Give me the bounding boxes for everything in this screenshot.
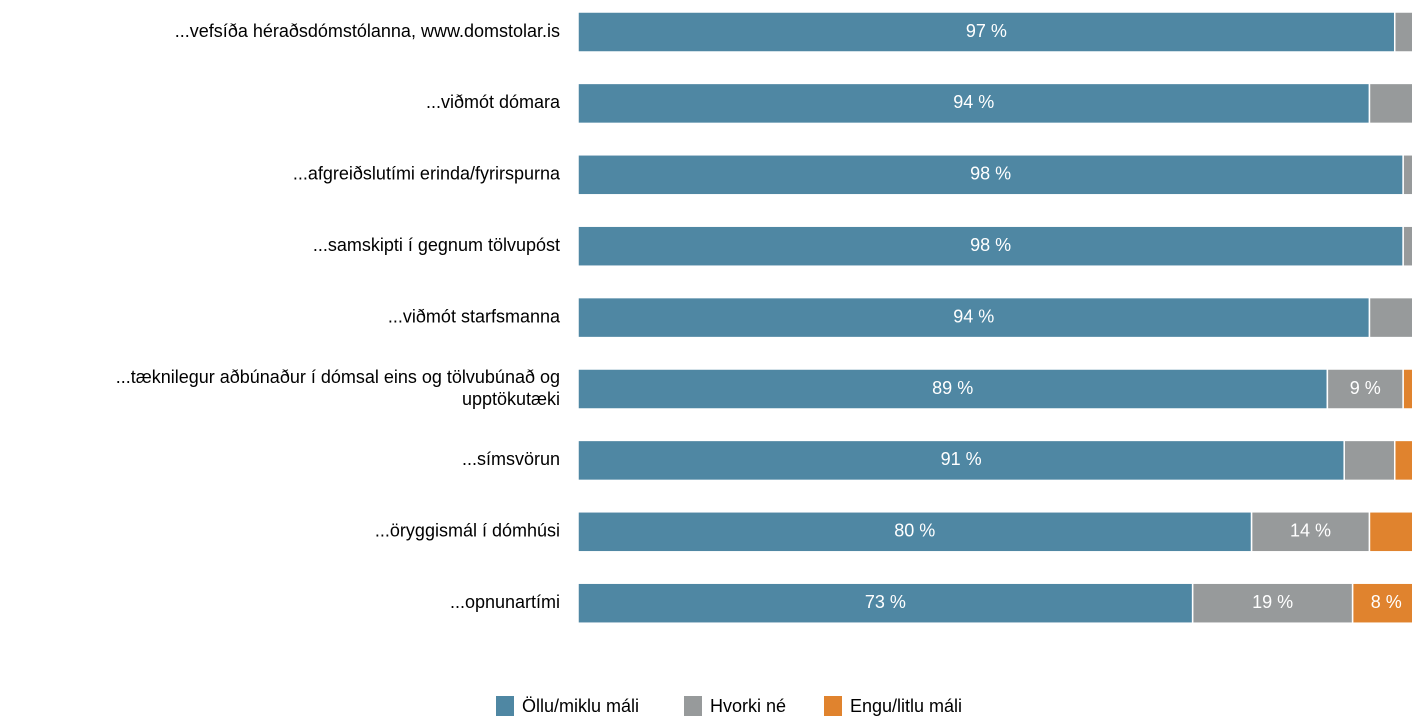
- bar-segment: [1368, 511, 1412, 553]
- category-label: ...opnunartími: [450, 592, 560, 612]
- value-label: 8 %: [1371, 592, 1402, 612]
- bar-segment: [577, 82, 1371, 125]
- category-label: ...tæknilegur aðbúnaður í dómsal eins og…: [116, 367, 560, 409]
- value-label: 94 %: [953, 92, 994, 112]
- bar-segment: [1368, 296, 1412, 339]
- bar-segment: [577, 368, 1329, 410]
- category-label: ...símsvörun: [462, 449, 560, 469]
- bar-segment: [1343, 439, 1396, 482]
- bar-segment: [577, 511, 1253, 553]
- bar-segment: [1402, 368, 1412, 410]
- value-label: 73 %: [865, 592, 906, 612]
- category-label-line: upptökutæki: [462, 389, 560, 409]
- category-label: ...viðmót dómara: [426, 92, 561, 112]
- category-label: ...vefsíða héraðsdómstólanna, www.domsto…: [175, 21, 560, 41]
- category-label: ...samskipti í gegnum tölvupóst: [313, 235, 560, 255]
- bar-segment: [1326, 368, 1404, 410]
- bar-segment: [1402, 225, 1412, 267]
- value-label: 14 %: [1290, 521, 1331, 541]
- legend-swatch: [496, 696, 514, 716]
- category-label: ...afgreiðslutími erinda/fyrirspurna: [293, 164, 561, 184]
- value-label: 98 %: [970, 235, 1011, 255]
- bar-segment: [1393, 11, 1412, 53]
- bar-segment: [577, 296, 1371, 339]
- bar-segment: [1250, 511, 1371, 553]
- category-label: ...öryggismál í dómhúsi: [375, 521, 560, 541]
- value-label: 19 %: [1252, 592, 1293, 612]
- value-label: 94 %: [953, 306, 994, 326]
- legend-swatch: [824, 696, 842, 716]
- value-label: 89 %: [932, 378, 973, 398]
- value-label: 97 %: [966, 21, 1007, 41]
- bar-segment: [1393, 439, 1412, 482]
- legend-label: Hvorki né: [710, 696, 786, 716]
- value-label: 9 %: [1350, 378, 1381, 398]
- bar-segment: [1191, 582, 1354, 624]
- value-label: 98 %: [970, 164, 1011, 184]
- bar-segment: [1368, 82, 1412, 125]
- legend-swatch: [684, 696, 702, 716]
- bar-segment: [577, 439, 1345, 482]
- bar-segment: [1351, 582, 1412, 624]
- bar-segment: [577, 154, 1404, 196]
- category-label: ...viðmót starfsmanna: [388, 306, 561, 326]
- category-label-line: ...tæknilegur aðbúnaður í dómsal eins og…: [116, 367, 560, 387]
- legend-label: Engu/litlu máli: [850, 696, 962, 716]
- bar-segment: [577, 11, 1396, 53]
- value-label: 91 %: [941, 449, 982, 469]
- legend-label: Öllu/miklu máli: [522, 696, 639, 716]
- value-label: 80 %: [894, 521, 935, 541]
- bar-segment: [1402, 154, 1412, 196]
